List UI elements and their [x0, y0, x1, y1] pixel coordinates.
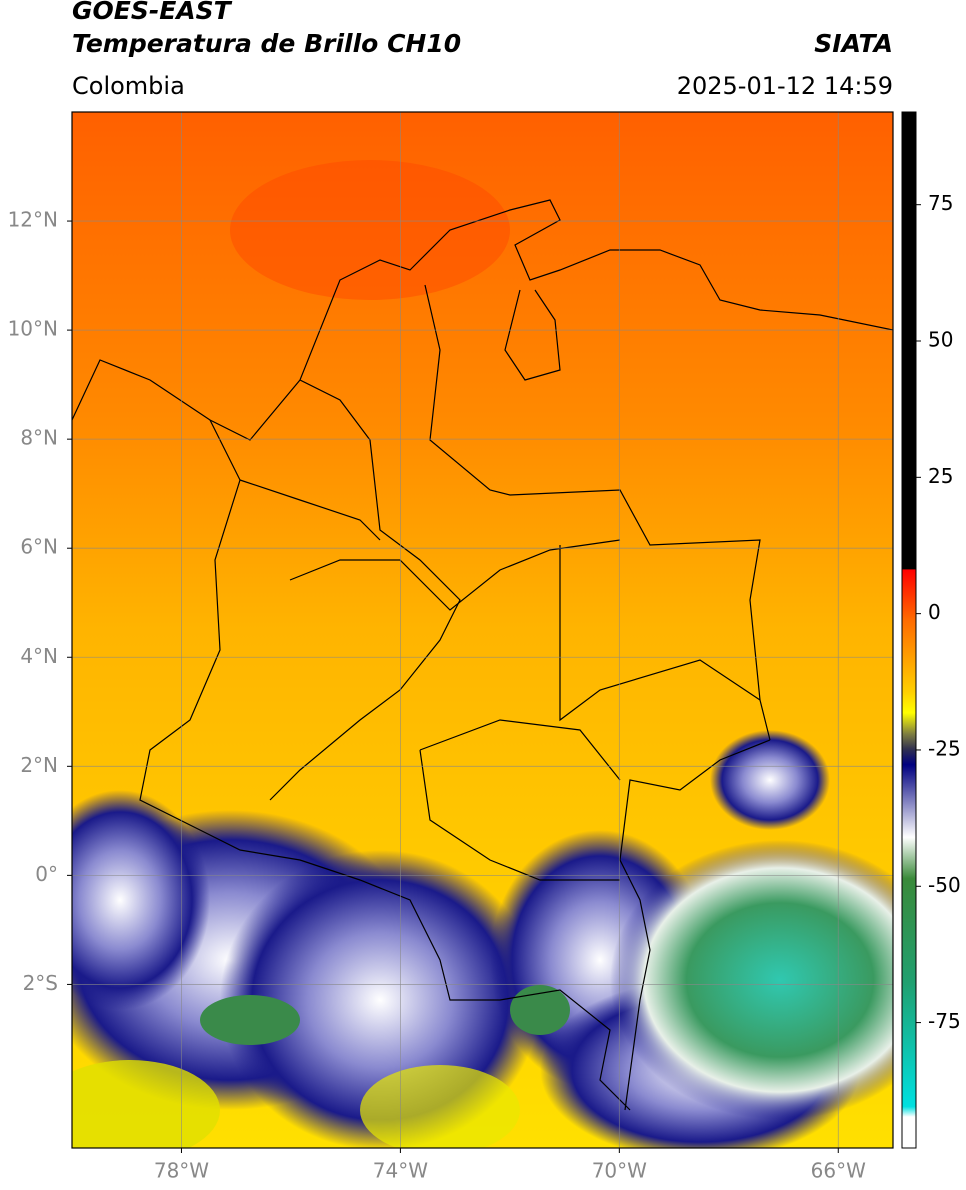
x-tick-label: 70°W [592, 1159, 647, 1183]
colorbar-label: 0 [928, 600, 941, 624]
y-tick-label: 4°N [20, 644, 58, 668]
borders [71, 199, 894, 1111]
graticule [72, 112, 893, 1148]
colorbar-label: 50 [928, 328, 953, 352]
x-tick-label: 78°W [154, 1159, 209, 1183]
region: Colombia [72, 72, 185, 100]
y-tick-label: 0° [35, 862, 58, 886]
map-frame [71, 111, 894, 1149]
y-tick-label: 2°S [23, 971, 58, 995]
colorbar-label: -50 [928, 873, 961, 897]
y-tick-label: 6°N [20, 535, 58, 559]
colorbar [901, 111, 917, 1149]
colorbar-label: 25 [928, 464, 953, 488]
colorbar-label: 75 [928, 191, 953, 215]
y-tick-label: 10°N [8, 317, 58, 341]
x-tick-label: 66°W [811, 1159, 866, 1183]
x-tick-label: 74°W [373, 1159, 428, 1183]
colorbar-label: -25 [928, 736, 961, 760]
timestamp: 2025-01-12 14:59 [677, 72, 893, 100]
title: GOES-EAST [72, 0, 233, 25]
colorbar-label: -75 [928, 1009, 961, 1033]
y-tick-label: 12°N [8, 208, 58, 232]
subtitle: Temperatura de Brillo CH10 [72, 29, 461, 58]
source: SIATA [814, 29, 893, 58]
y-tick-label: 2°N [20, 753, 58, 777]
y-tick-label: 8°N [20, 426, 58, 450]
satellite-image [72, 112, 893, 1148]
